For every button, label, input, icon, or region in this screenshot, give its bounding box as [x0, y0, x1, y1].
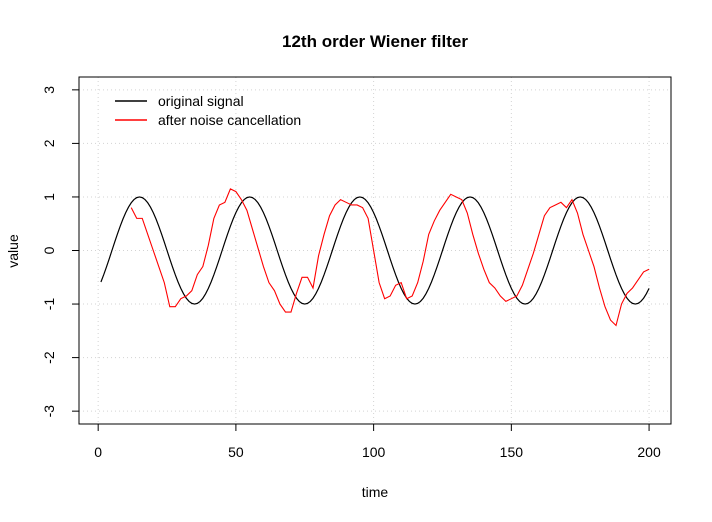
chart-title: 12th order Wiener filter: [282, 32, 468, 51]
x-tick-label: 200: [637, 444, 661, 460]
series-after-noise-cancellation-line: [130, 188, 650, 327]
data-series: [100, 188, 650, 327]
y-tick-label: 0: [41, 246, 57, 254]
y-tick-label: 3: [41, 86, 57, 94]
x-tick-label: 0: [94, 444, 102, 460]
legend-label-filtered: after noise cancellation: [158, 112, 301, 128]
legend: original signal after noise cancellation: [115, 93, 301, 128]
y-tick-label: 1: [41, 193, 57, 201]
y-tick-label: -2: [41, 351, 57, 364]
x-tick-label: 50: [228, 444, 244, 460]
grid-lines: [79, 77, 671, 424]
legend-label-original: original signal: [158, 93, 244, 109]
series-original-signal-line: [100, 196, 650, 305]
x-axis-label: time: [362, 484, 389, 500]
x-tick-label: 100: [362, 444, 386, 460]
y-tick-label: 2: [41, 139, 57, 147]
x-tick-label: 150: [500, 444, 524, 460]
axes: 0 50 100 150 200 -3 -2 -1 0 1 2 3: [41, 86, 661, 460]
y-tick-label: -3: [41, 405, 57, 418]
y-axis-label: value: [5, 234, 21, 268]
y-tick-label: -1: [41, 298, 57, 311]
